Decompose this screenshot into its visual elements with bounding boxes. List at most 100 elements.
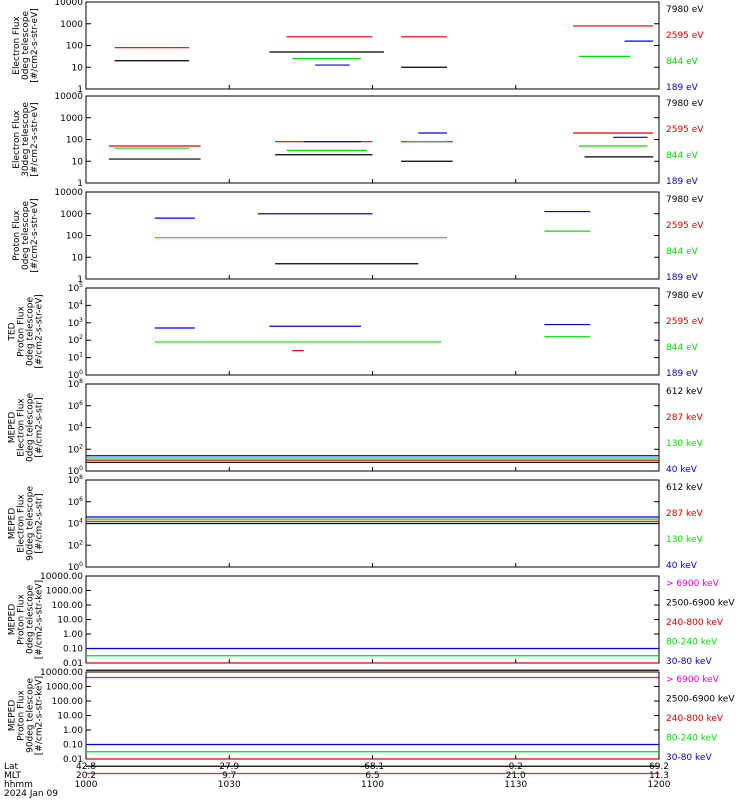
footer-hhmm-value: 1130 [504, 780, 527, 790]
footer-hhmm-value: 1000 [75, 780, 98, 790]
legend-entry: 287 keV [666, 413, 703, 423]
y-tick-label: 102 [68, 443, 83, 455]
y-tick-label: 0.10 [63, 645, 83, 655]
panel-8: 10000.00 1000.00 100.00 10.00 1.00 0.10 0.01 ME… [8, 668, 735, 775]
y-tick-label: 0.01 [63, 659, 83, 669]
legend-entry: 2500-6900 keV [666, 695, 735, 705]
legend-entry: 7980 eV [666, 195, 704, 205]
panel-3: 10000 1000 100 10 1 Proton Flux0deg telescope… [12, 188, 704, 285]
legend-entry: 80-240 keV [666, 638, 718, 648]
footer-hhmm-value: 1100 [361, 780, 384, 790]
y-axis-label: MEPEDElectron Flux90deg telescope[#/cm2-… [8, 486, 45, 561]
legend-entry: 40 keV [666, 561, 698, 571]
y-tick-label: 108 [68, 378, 83, 390]
y-tick-label: 100.00 [52, 601, 84, 611]
panel-2: 10000 1000 100 10 1 Electron Flux30deg telesc… [12, 92, 704, 189]
y-tick-label: 10000.00 [40, 668, 83, 678]
legend-entry: 7980 eV [666, 291, 704, 301]
legend-entry: 612 keV [666, 483, 703, 493]
y-tick-label: 105 [68, 282, 83, 294]
y-tick-label: 106 [68, 400, 83, 412]
legend-entry: > 6900 keV [666, 579, 720, 589]
footer-row-label: MLT [4, 771, 22, 781]
y-tick-label: 1000 [60, 114, 83, 124]
footer-lat-value: 27.9 [219, 762, 239, 772]
y-tick-label: 1000 [60, 210, 83, 220]
y-tick-label: 10 [72, 157, 84, 167]
legend-entry: 844 eV [666, 151, 699, 161]
panel-7: 10000.00 1000.00 100.00 10.00 1.00 0.10 0.01 ME… [8, 572, 735, 679]
footer-row-label: 2024 Jan 09 [4, 789, 58, 799]
y-tick-label: 1000.00 [46, 683, 83, 693]
legend-entry: 287 keV [666, 509, 703, 519]
panel-1: 10000 1000 100 10 1 Electron Flux0deg telesco… [12, 0, 704, 95]
footer-lat-value: -68.1 [361, 762, 384, 772]
y-tick-label: 10.00 [57, 616, 83, 626]
legend-entry: 189 eV [666, 177, 699, 187]
footer-mlt-value: 20.2 [76, 771, 96, 781]
y-tick-label: 104 [68, 518, 83, 530]
y-tick-label: 10000 [54, 92, 83, 102]
y-tick-label: 10 [72, 63, 84, 73]
y-tick-label: 104 [68, 422, 83, 434]
footer-lat-value: 0.2 [509, 762, 523, 772]
y-tick-label: 100 [66, 42, 83, 52]
y-tick-label: 104 [68, 299, 83, 311]
y-tick-label: 10000.00 [40, 572, 83, 582]
panel-frame [85, 191, 660, 280]
y-tick-label: 1.00 [63, 726, 83, 736]
y-axis-label: Electron Flux30deg telescope[#/cm2-s-str… [12, 102, 40, 177]
legend-entry: 7980 eV [666, 99, 704, 109]
y-tick-label: 0.01 [63, 755, 83, 765]
y-tick-label: 101 [68, 352, 83, 364]
y-tick-label: 1 [77, 275, 83, 285]
y-tick-label: 102 [68, 539, 83, 551]
panel-frame [85, 95, 660, 184]
y-tick-label: 1 [77, 85, 83, 95]
y-axis-label: Electron Flux0deg telescope[#/cm2-s-str-… [12, 8, 40, 83]
footer-mlt-value: 21.0 [506, 771, 526, 781]
y-tick-label: 1 [77, 179, 83, 189]
legend-entry: 2500-6900 keV [666, 599, 735, 609]
y-tick-label: 10000 [54, 188, 83, 198]
footer-row-label: Lat [4, 762, 19, 772]
legend-entry: 189 eV [666, 369, 699, 379]
y-tick-label: 100.00 [52, 697, 84, 707]
legend-entry: 240-800 keV [666, 714, 724, 724]
y-tick-label: 106 [68, 496, 83, 508]
y-tick-label: 1000 [60, 20, 83, 30]
legend-entry: 130 keV [666, 439, 703, 449]
legend-entry: 189 eV [666, 83, 699, 93]
y-axis-label: MEPEDElectron Flux0deg telescope[#/cm2-s… [8, 393, 45, 463]
y-axis-label: MEPEDProton Flux0deg telescope[#/cm2-s-s… [8, 580, 45, 659]
legend-entry: 30-80 keV [666, 753, 712, 763]
y-tick-label: 1000.00 [46, 587, 83, 597]
footer-lat-value: 42.8 [76, 762, 96, 772]
y-tick-label: 10000 [54, 0, 83, 8]
y-tick-label: 103 [68, 317, 83, 329]
y-tick-label: 102 [68, 334, 83, 346]
panel-frame [85, 575, 660, 664]
legend-entry: > 6900 keV [666, 675, 720, 685]
y-axis-label: MEPEDProton Flux90deg telescope[#/cm2-s-… [8, 676, 45, 755]
legend-entry: 189 eV [666, 273, 699, 283]
footer-axis: 42.8 27.9 -68.1 0.2 69.2 20.2 9.7 6.5 21.0 11.3 10… [4, 762, 671, 799]
legend-entry: 612 keV [666, 387, 703, 397]
legend-entry: 30-80 keV [666, 657, 712, 667]
legend-entry: 2595 eV [666, 125, 704, 135]
panel-frame [85, 671, 660, 760]
legend-entry: 2595 eV [666, 31, 704, 41]
legend-entry: 130 keV [666, 535, 703, 545]
legend-entry: 844 eV [666, 247, 699, 257]
footer-mlt-value: 6.5 [365, 771, 379, 781]
legend-entry: 844 eV [666, 57, 699, 67]
legend-entry: 7980 eV [666, 5, 704, 15]
footer-mlt-value: 11.3 [649, 771, 669, 781]
panel-frame [85, 287, 660, 376]
footer-hhmm-value: 1200 [648, 780, 671, 790]
y-tick-label: 108 [68, 474, 83, 486]
